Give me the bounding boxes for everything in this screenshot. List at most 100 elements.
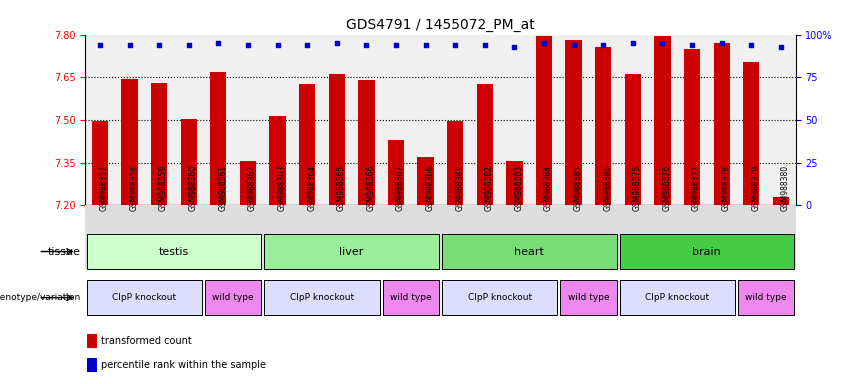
Text: GSM988385: GSM988385: [574, 164, 583, 210]
Text: GSM988368: GSM988368: [426, 164, 435, 210]
Text: GSM988365: GSM988365: [337, 164, 346, 210]
Bar: [180, 119, 197, 205]
Text: wild type: wild type: [213, 293, 254, 302]
Point: [123, 42, 136, 48]
Bar: [565, 40, 582, 205]
Point: [330, 40, 344, 46]
Text: GSM988366: GSM988366: [367, 164, 375, 210]
Text: genotype/variation: genotype/variation: [0, 293, 81, 302]
Point: [419, 42, 432, 48]
Text: ClpP knockout: ClpP knockout: [290, 293, 354, 302]
Point: [537, 40, 551, 46]
Text: ClpP knockout: ClpP knockout: [112, 293, 176, 302]
Bar: [383, 280, 439, 315]
Text: wild type: wild type: [745, 293, 787, 302]
Point: [478, 42, 492, 48]
Bar: [210, 71, 226, 205]
Point: [271, 42, 284, 48]
Text: GSM988378: GSM988378: [722, 164, 731, 210]
Text: ClpP knockout: ClpP knockout: [645, 293, 710, 302]
Bar: [654, 36, 671, 205]
Bar: [743, 61, 759, 205]
Bar: [713, 43, 730, 205]
Text: liver: liver: [340, 247, 363, 257]
Bar: [773, 197, 789, 205]
Text: GSM988360: GSM988360: [189, 164, 197, 210]
Bar: [447, 121, 463, 205]
Text: ClpP knockout: ClpP knockout: [467, 293, 532, 302]
Bar: [620, 280, 735, 315]
Point: [655, 40, 669, 46]
Bar: [506, 161, 523, 205]
Text: GSM988379: GSM988379: [751, 164, 760, 210]
Text: GSM988381: GSM988381: [455, 164, 464, 210]
Bar: [87, 358, 97, 372]
Bar: [87, 280, 202, 315]
Point: [93, 42, 106, 48]
Point: [774, 44, 788, 50]
Bar: [270, 116, 286, 205]
Text: GSM988364: GSM988364: [307, 164, 317, 210]
Bar: [87, 234, 261, 269]
Text: percentile rank within the sample: percentile rank within the sample: [101, 360, 266, 370]
Text: GSM988386: GSM988386: [603, 164, 612, 210]
Bar: [328, 74, 345, 205]
Text: GSM988361: GSM988361: [219, 164, 227, 210]
Point: [567, 42, 580, 48]
Point: [300, 42, 314, 48]
Text: GSM988375: GSM988375: [633, 164, 642, 210]
Bar: [240, 161, 256, 205]
Bar: [264, 234, 439, 269]
Text: heart: heart: [514, 247, 544, 257]
Bar: [264, 280, 380, 315]
Bar: [536, 36, 552, 205]
Bar: [122, 79, 138, 205]
Text: wild type: wild type: [390, 293, 431, 302]
Bar: [625, 74, 641, 205]
Text: GSM988367: GSM988367: [396, 164, 405, 210]
Bar: [358, 80, 374, 205]
Text: GSM988359: GSM988359: [159, 164, 168, 210]
Bar: [477, 84, 493, 205]
Bar: [595, 47, 611, 205]
Point: [152, 42, 166, 48]
Bar: [87, 334, 97, 348]
Bar: [620, 234, 794, 269]
Text: GSM988382: GSM988382: [485, 164, 494, 210]
Point: [389, 42, 403, 48]
Bar: [299, 84, 316, 205]
Point: [448, 42, 462, 48]
Bar: [684, 49, 700, 205]
Bar: [92, 121, 108, 205]
Text: GSM988383: GSM988383: [514, 164, 523, 210]
Bar: [388, 140, 404, 205]
Bar: [205, 280, 261, 315]
Text: brain: brain: [693, 247, 722, 257]
Bar: [560, 280, 617, 315]
Text: tissue: tissue: [48, 247, 81, 257]
Text: GSM988377: GSM988377: [692, 164, 701, 210]
Point: [212, 40, 226, 46]
Point: [597, 42, 610, 48]
Bar: [442, 234, 617, 269]
Text: GSM988357: GSM988357: [100, 164, 109, 210]
Text: transformed count: transformed count: [101, 336, 191, 346]
Text: GSM988384: GSM988384: [544, 164, 553, 210]
Point: [745, 42, 758, 48]
Bar: [442, 280, 557, 315]
Bar: [151, 83, 168, 205]
Text: GSM988362: GSM988362: [248, 164, 257, 210]
Text: wild type: wild type: [568, 293, 609, 302]
Text: GSM988380: GSM988380: [781, 164, 790, 210]
Point: [715, 40, 728, 46]
Text: GSM988358: GSM988358: [129, 164, 139, 210]
Bar: [738, 280, 794, 315]
Text: testis: testis: [159, 247, 189, 257]
Text: GSM988376: GSM988376: [662, 164, 671, 210]
Title: GDS4791 / 1455072_PM_at: GDS4791 / 1455072_PM_at: [346, 18, 534, 32]
Text: GSM988363: GSM988363: [277, 164, 287, 210]
Bar: [418, 157, 434, 205]
Point: [626, 40, 640, 46]
Point: [685, 42, 699, 48]
Point: [360, 42, 374, 48]
